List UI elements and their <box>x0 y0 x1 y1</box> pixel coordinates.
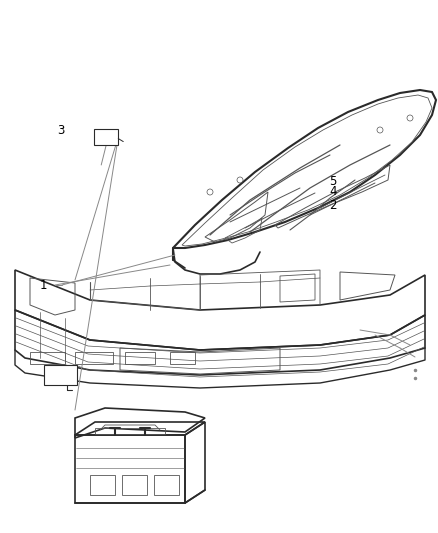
Bar <box>75 352 113 364</box>
Text: 1: 1 <box>40 279 48 292</box>
Bar <box>122 475 147 495</box>
Text: 5: 5 <box>329 175 336 188</box>
Text: 3: 3 <box>58 124 65 137</box>
Text: 2: 2 <box>329 199 337 212</box>
Bar <box>44 365 77 385</box>
Bar <box>125 352 155 364</box>
Bar <box>170 352 195 364</box>
Bar <box>154 475 179 495</box>
Bar <box>94 129 118 145</box>
Text: 4: 4 <box>329 185 337 198</box>
Bar <box>90 475 115 495</box>
Bar <box>30 352 65 364</box>
